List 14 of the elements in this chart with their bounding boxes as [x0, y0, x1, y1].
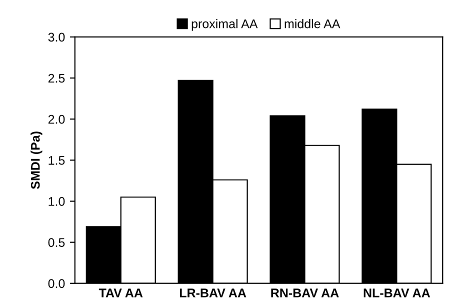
- x-tick-label: TAV AA: [98, 288, 143, 298]
- x-tick-label: NL-BAV AA: [364, 288, 430, 298]
- x-tick-label: LR-BAV AA: [180, 288, 246, 298]
- y-tick-label: 1.0: [48, 197, 65, 206]
- y-axis-title: SMDI (Pa): [30, 132, 42, 189]
- x-tick-label: RN-BAV AA: [271, 288, 339, 298]
- legend-label: middle AA: [284, 19, 340, 28]
- y-tick-label: 3.0: [48, 32, 65, 42]
- y-tick-label: 0.5: [48, 238, 65, 247]
- legend-label: proximal AA: [192, 19, 258, 31]
- y-tick-label: 1.5: [48, 156, 65, 165]
- y-tick-label: 2.0: [48, 114, 65, 124]
- y-tick-label: 0.0: [48, 279, 65, 288]
- y-tick-label: 2.5: [48, 74, 65, 83]
